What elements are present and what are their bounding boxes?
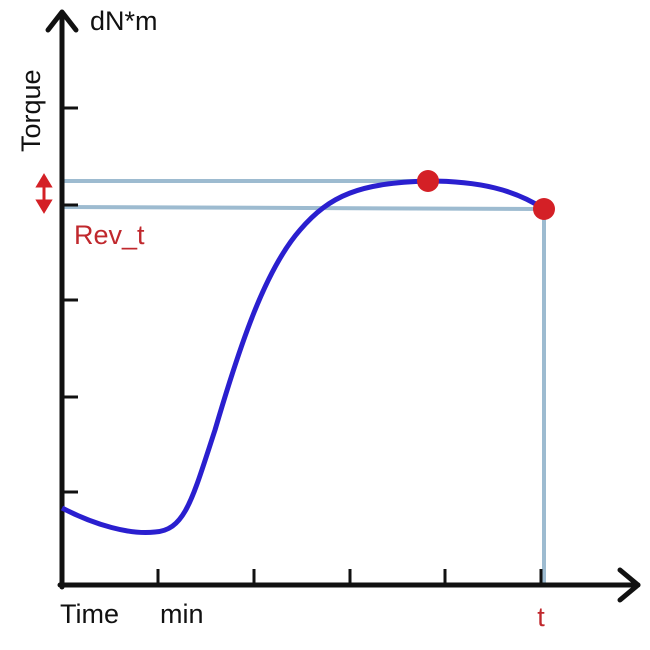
x-unit: min: [160, 599, 204, 629]
reversion-arrow: [35, 173, 53, 214]
x-arrow: [617, 567, 641, 603]
axes: [45, 9, 641, 603]
y-title: Torque: [16, 69, 46, 152]
max-point: [417, 170, 439, 192]
final-line: [61, 205, 545, 211]
time-label: t: [537, 602, 545, 632]
reversion-label: Rev_t: [74, 220, 145, 250]
ticks: [62, 106, 543, 585]
final-point: [533, 198, 555, 220]
cure-curve: [60, 178, 546, 536]
guide-lines: [61, 179, 546, 585]
y-arrow: [45, 9, 79, 33]
y-unit: dN*m: [90, 6, 158, 36]
x-title: Time: [60, 599, 119, 629]
